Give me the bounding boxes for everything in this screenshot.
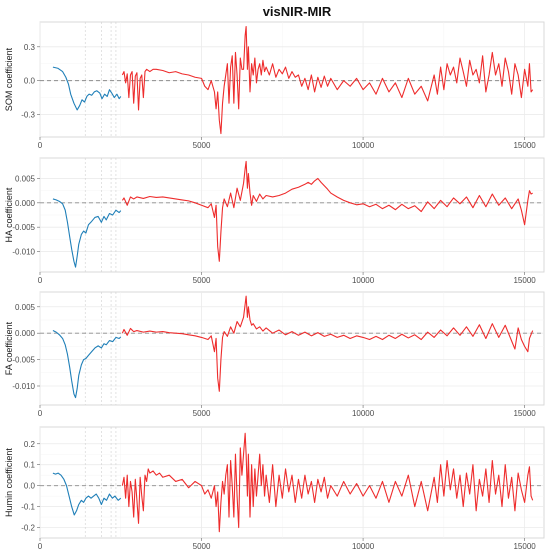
y-tick-label: -0.005 bbox=[12, 356, 35, 365]
series-line-visNIR bbox=[52, 472, 122, 516]
panel-1: 0 5000 10000 15000 -0.3 0.0 0.3 SOM coefficient bbox=[4, 21, 545, 150]
x-tick-label: 0 bbox=[38, 276, 43, 285]
y-tick-label: -0.010 bbox=[12, 382, 35, 391]
y-tick-label: 0.2 bbox=[24, 440, 36, 449]
figure-title: visNIR-MIR bbox=[263, 4, 332, 19]
x-tick-label: 15000 bbox=[513, 276, 536, 285]
y-tick-label: -0.005 bbox=[12, 223, 35, 232]
series-line-MIR bbox=[121, 25, 534, 135]
y-tick-label: 0.005 bbox=[15, 303, 36, 312]
x-tick-label: 10000 bbox=[352, 409, 375, 418]
series-line-visNIR bbox=[52, 330, 122, 399]
panels: 0 5000 10000 15000 -0.3 0.0 0.3 SOM coefficient… bbox=[4, 21, 545, 551]
y-tick-label: -0.010 bbox=[12, 248, 35, 257]
x-tick-label: 0 bbox=[38, 542, 43, 551]
y-axis-label: FA coefficient bbox=[4, 321, 14, 375]
series-line-MIR bbox=[121, 295, 534, 392]
series-line-MIR bbox=[121, 160, 533, 262]
x-tick-label: 5000 bbox=[193, 409, 211, 418]
y-tick-label: 0.0 bbox=[24, 482, 36, 491]
panel-background bbox=[39, 21, 545, 138]
y-tick-label: -0.3 bbox=[21, 110, 35, 119]
series-line-visNIR bbox=[52, 198, 122, 268]
x-tick-label: 15000 bbox=[513, 409, 536, 418]
x-tick-label: 0 bbox=[38, 141, 43, 150]
y-tick-label: 0.3 bbox=[24, 43, 36, 52]
x-tick-label: 10000 bbox=[352, 141, 375, 150]
x-tick-label: 0 bbox=[38, 409, 43, 418]
x-tick-label: 5000 bbox=[193, 276, 211, 285]
y-tick-label: -0.1 bbox=[21, 503, 35, 512]
y-tick-label: 0.000 bbox=[15, 329, 36, 338]
y-tick-label: 0.005 bbox=[15, 174, 36, 183]
y-tick-label: 0.1 bbox=[24, 461, 36, 470]
y-axis-label: HA coefficient bbox=[4, 187, 14, 242]
x-tick-label: 5000 bbox=[193, 141, 211, 150]
x-tick-label: 15000 bbox=[513, 542, 536, 551]
panel-background bbox=[39, 291, 545, 406]
x-tick-label: 5000 bbox=[193, 542, 211, 551]
panel-3: 0 5000 10000 15000 -0.010 -0.005 0.000 0.005FA … bbox=[4, 291, 545, 418]
series-line-visNIR bbox=[52, 66, 122, 111]
panel-4: 0 5000 10000 15000 -0.2 -0.1 0.0 0.1 0.2 Humin co… bbox=[4, 426, 545, 551]
y-tick-label: -0.2 bbox=[21, 524, 35, 533]
y-axis-label: Humin coefficient bbox=[4, 448, 14, 517]
x-tick-label: 15000 bbox=[513, 141, 536, 150]
x-tick-label: 10000 bbox=[352, 276, 375, 285]
y-axis-label: SOM coefficient bbox=[4, 47, 14, 111]
y-tick-label: 0.0 bbox=[24, 77, 36, 86]
x-tick-label: 10000 bbox=[352, 542, 375, 551]
panel-2: 0 5000 10000 15000 -0.010 -0.005 0.000 0.005HA … bbox=[4, 157, 545, 285]
y-tick-label: 0.000 bbox=[15, 199, 36, 208]
series-line-MIR bbox=[121, 432, 534, 533]
